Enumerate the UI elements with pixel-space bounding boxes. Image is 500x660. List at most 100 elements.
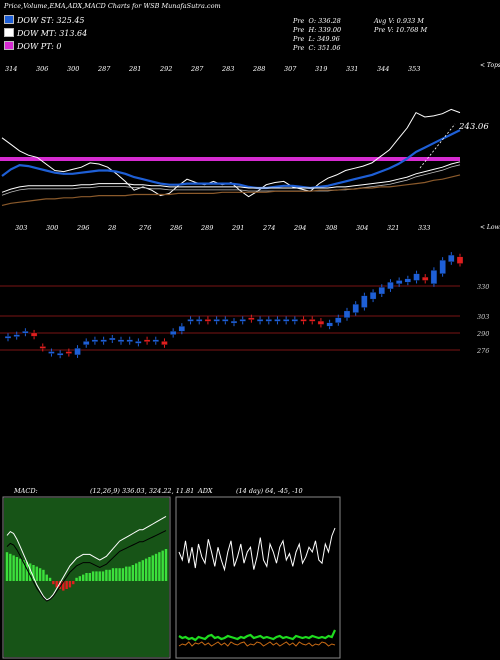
candle-body (135, 341, 142, 344)
macd-histogram-bar (32, 565, 35, 581)
lows-label: 274 (262, 224, 275, 232)
candle-body (83, 341, 90, 345)
macd-histogram-bar (115, 568, 118, 581)
ema-series-line (1, 161, 461, 193)
macd-histogram-bar (88, 573, 92, 581)
tops-label: 314 (5, 65, 17, 73)
macd-histogram-bar (125, 566, 128, 581)
candle-body (291, 319, 298, 322)
candle-body (309, 319, 316, 322)
candle-body (361, 295, 368, 308)
macd-histogram-bar (134, 563, 138, 581)
macd-histogram-bar (65, 581, 68, 589)
trend-guide-line (419, 123, 456, 169)
tops-label: 300 (67, 65, 79, 73)
dow-pt-band (0, 157, 460, 161)
candle-body (300, 319, 307, 322)
legend-dow-mt: DOW MT: 313.64 (4, 28, 87, 38)
tops-label: 292 (159, 65, 172, 73)
adx-series-line (178, 641, 336, 647)
candle-body (396, 280, 403, 284)
lows-label: 289 (200, 224, 213, 232)
macd-histogram-bar (75, 577, 78, 581)
pre-low: Pre L: 349.96 (293, 35, 340, 43)
candle-body (456, 256, 464, 264)
tops-label: 331 (346, 65, 358, 73)
macd-histogram-bar (91, 571, 95, 581)
candle-body (283, 319, 290, 322)
macd-histogram-bar (55, 581, 58, 588)
candle-body (422, 276, 429, 281)
candle-body (187, 319, 194, 322)
adx-readout: (14 day) 64, -45, -10 (236, 487, 303, 495)
candle-body (91, 339, 99, 342)
lows-label: 286 (169, 224, 182, 232)
candle-body (317, 320, 325, 325)
macd-histogram-bar (38, 568, 42, 581)
candle-body (117, 339, 125, 342)
ema-price-label: 243.06 (458, 122, 489, 132)
pre-high: Pre H: 339.00 (293, 26, 342, 34)
price-level-label: 276 (476, 347, 489, 355)
pre-open: Pre O: 336.28 (293, 17, 341, 25)
candle-body (222, 319, 229, 322)
legend-swatch (4, 41, 14, 50)
macd-histogram-bar (42, 569, 45, 581)
legend-swatch (4, 15, 14, 24)
ema-series-line (1, 129, 461, 190)
macd-histogram-bar (15, 557, 19, 581)
chart-title: Price,Volume,EMA,ADX,MACD Charts for WSB… (4, 2, 221, 10)
macd-histogram-bar (118, 568, 121, 581)
macd-histogram-bar (105, 569, 108, 581)
macd-histogram-bar (131, 565, 135, 581)
macd-histogram-bar (9, 553, 12, 581)
lows-label: 304 (356, 224, 368, 232)
lows-label: 296 (76, 224, 89, 232)
candle-body (161, 341, 168, 345)
macd-label: MACD: (14, 487, 38, 495)
candle-body (387, 282, 394, 290)
macd-histogram-bar (148, 557, 151, 581)
adx-series-line (178, 629, 337, 642)
macd-histogram-bar (72, 581, 75, 585)
candle-body (413, 273, 420, 281)
candle-body (30, 332, 38, 337)
candle-body (404, 278, 411, 283)
legend-dow-pt: DOW PT: 0 (4, 41, 62, 51)
candle-body (13, 334, 20, 337)
candle-body (152, 339, 159, 342)
macd-histogram-bar (128, 566, 131, 581)
ema-series-line (1, 174, 461, 206)
tops-label: 283 (221, 65, 234, 73)
macd-histogram-bar (85, 573, 88, 581)
candle-body (178, 326, 185, 332)
lows-axis-label: < Lows (480, 224, 500, 231)
macd-histogram-bar (111, 568, 115, 581)
price-level-label: 303 (477, 313, 489, 321)
macd-histogram-bar (45, 574, 48, 581)
candle-body (213, 319, 220, 322)
macd-histogram-bar (58, 581, 62, 589)
lows-label: 300 (46, 224, 58, 232)
macd-histogram-bar (95, 571, 98, 581)
macd-line (6, 515, 167, 601)
macd-histogram-bar (25, 561, 29, 581)
candle-body (109, 337, 116, 341)
candle-body (74, 348, 81, 356)
macd-histogram-bar (121, 568, 125, 581)
tops-label: 353 (408, 65, 420, 73)
macd-histogram-bar (12, 555, 15, 581)
candle-body (343, 310, 351, 318)
candle-body (378, 287, 385, 295)
adx-label: ADX (198, 487, 213, 495)
lows-label: 28 (107, 224, 116, 232)
tops-label: 287 (97, 65, 111, 73)
ema-band-line (1, 164, 461, 196)
lows-label: 321 (387, 224, 399, 232)
candle-body (430, 270, 438, 284)
macd-histogram-bar (108, 569, 111, 581)
adx-frame (175, 496, 341, 659)
macd-histogram-bar (98, 571, 101, 581)
macd-histogram-bar (48, 577, 52, 581)
